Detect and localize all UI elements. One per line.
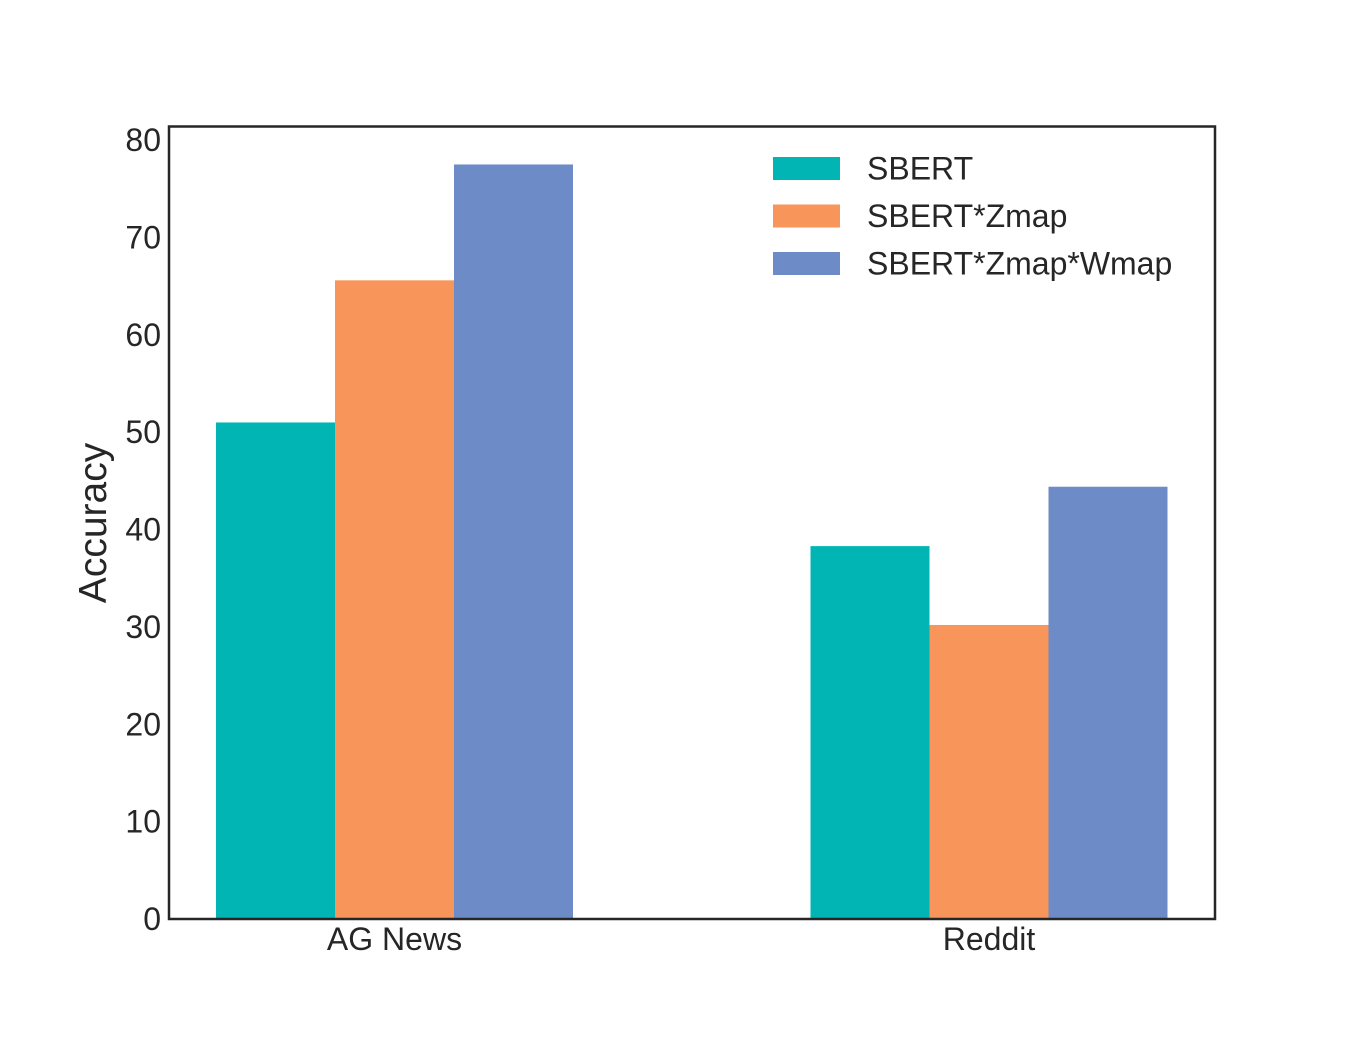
- legend-label: SBERT*Zmap: [867, 198, 1067, 234]
- legend-swatch: [773, 252, 840, 275]
- y-tick-labels: 0 10 20 30 40 50 60 70 80: [125, 122, 161, 937]
- legend-label: SBERT*Zmap*Wmap: [867, 246, 1172, 282]
- y-tick-label: 60: [125, 317, 161, 353]
- y-tick-label: 40: [125, 512, 161, 548]
- y-tick-label: 0: [143, 901, 161, 937]
- bar-sbert-zmap-wmap-ag-news: [454, 164, 573, 919]
- y-tick-label: 30: [125, 609, 161, 645]
- bar-sbert-zmap-ag-news: [335, 280, 454, 919]
- bars-layer: [216, 164, 1168, 919]
- bar-sbert-reddit: [810, 546, 930, 919]
- y-tick-label: 70: [125, 219, 161, 255]
- bar-sbert-zmap-reddit: [929, 624, 1049, 919]
- y-tick-label: 50: [125, 414, 161, 450]
- y-axis-label: Accuracy: [72, 442, 115, 603]
- legend-swatch: [773, 204, 840, 228]
- legend-item: SBERT: [773, 151, 973, 187]
- x-tick-label: AG News: [327, 921, 462, 957]
- plot-frame: [167, 125, 1217, 921]
- legend: SBERT SBERT*Zmap SBERT*Zmap*Wmap: [773, 151, 1172, 282]
- y-tick-label: 80: [125, 122, 161, 158]
- legend-label: SBERT: [867, 151, 973, 187]
- y-tick-label: 20: [125, 706, 161, 742]
- x-tick-labels: AG News Reddit: [327, 921, 1035, 957]
- legend-swatch: [773, 157, 840, 180]
- bar-sbert-ag-news: [216, 422, 335, 919]
- legend-item: SBERT*Zmap*Wmap: [773, 246, 1172, 282]
- y-tick-label: 10: [125, 804, 161, 840]
- x-tick-label: Reddit: [943, 921, 1036, 957]
- bar-sbert-zmap-wmap-reddit: [1048, 486, 1168, 919]
- legend-item: SBERT*Zmap: [773, 198, 1067, 234]
